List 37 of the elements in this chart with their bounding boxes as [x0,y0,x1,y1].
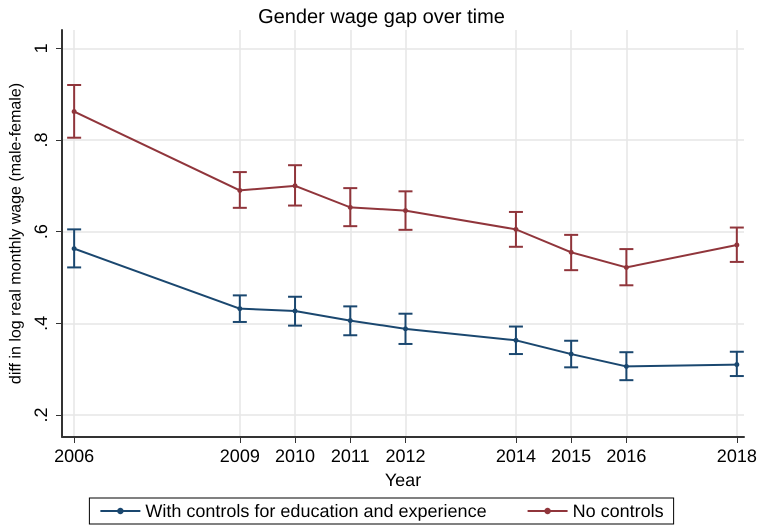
point [237,306,242,312]
point [348,204,353,210]
y-tick-label: 1 [31,43,51,54]
point [348,318,353,324]
point [513,338,518,343]
point [292,308,298,314]
x-tick-label: 2009 [220,446,260,466]
legend-label: With controls for education and experience [145,501,487,521]
point [292,183,298,188]
point [568,250,574,255]
point [72,246,77,252]
y-tick-label: .2 [31,407,51,423]
x-tick-label: 2012 [385,446,426,466]
point [734,242,740,248]
point [72,109,77,114]
point [513,226,518,232]
point [237,188,242,193]
y-tick-label: .8 [31,132,51,148]
legend-label: No controls [572,501,664,521]
y-tick-label: .6 [31,224,51,240]
x-tick-label: 2010 [275,446,316,466]
x-tick-label: 2011 [330,446,370,466]
point [402,208,408,214]
x-tick-label: 2014 [496,446,536,466]
point [734,362,740,368]
point [568,352,574,357]
x-tick-label: 2018 [716,446,757,466]
x-tick-label: 2015 [551,446,592,466]
x-tick-label: 2006 [54,446,94,466]
chart-title: Gender wage gap over time [258,6,505,28]
point [624,264,629,270]
point [624,364,629,369]
y-axis-title: diff in log real monthly wage (male-female) [8,82,24,384]
y-tick-label: .4 [31,316,51,331]
x-axis-title: Year [384,470,422,490]
point [402,326,408,332]
x-tick-label: 2016 [606,446,646,466]
